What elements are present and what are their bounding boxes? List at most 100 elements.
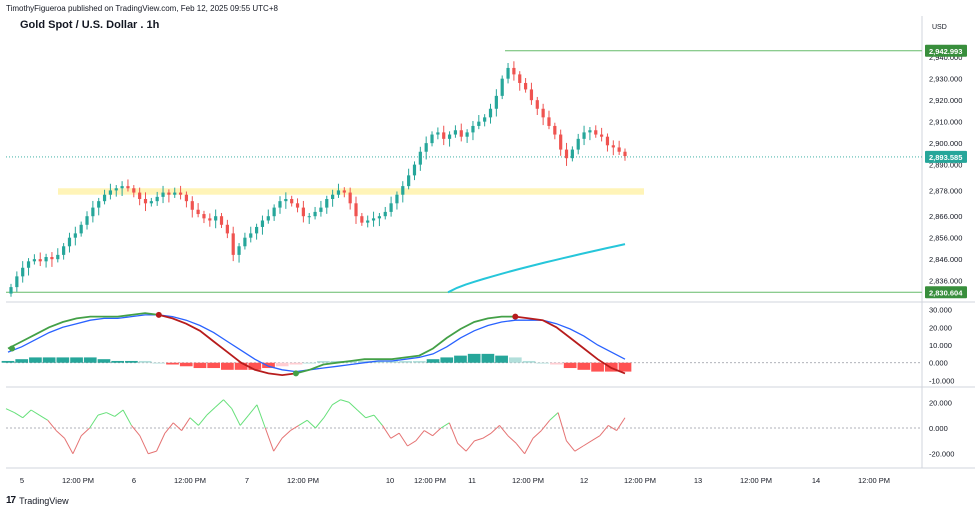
time-tick-label: 12 <box>580 476 588 485</box>
oscillator2-segment <box>72 435 82 454</box>
oscillator2-segment <box>515 443 526 455</box>
time-tick-label: 12:00 PM <box>414 476 446 485</box>
histogram-bar <box>138 360 152 363</box>
support-zone-rect <box>58 188 644 195</box>
candle <box>395 194 399 204</box>
oscillator2-segment <box>206 407 216 416</box>
candle <box>231 233 235 255</box>
candle <box>67 237 72 247</box>
candle <box>582 132 586 139</box>
oscillator2-segment <box>281 430 291 439</box>
candle <box>38 259 42 262</box>
cross-dot <box>9 345 15 352</box>
candle <box>371 218 376 221</box>
oscillator2-segment <box>189 417 199 426</box>
candle <box>126 186 130 189</box>
oscillator2-segment <box>5 408 15 414</box>
time-tick-label: 11 <box>468 476 476 485</box>
candle <box>418 151 422 165</box>
oscillator2-segment <box>97 412 107 416</box>
oscillator2-segment <box>64 438 74 454</box>
oscillator2-segment <box>39 414 49 421</box>
oscillator2-segment <box>616 417 626 431</box>
histogram-bar <box>358 360 371 363</box>
histogram-bar <box>125 360 138 363</box>
candle <box>114 188 118 191</box>
histogram-bar <box>289 362 303 365</box>
time-tick-label: 12:00 PM <box>62 476 94 485</box>
candle <box>471 125 475 133</box>
oscillator2-segment <box>106 412 115 417</box>
candle <box>506 67 510 79</box>
tradingview-brand[interactable]: 17 TradingView <box>6 495 69 506</box>
candle <box>266 216 270 221</box>
candle <box>559 134 563 150</box>
candle <box>500 78 504 96</box>
candle <box>249 233 253 238</box>
candle <box>594 130 598 135</box>
oscillator2-segment <box>574 445 584 452</box>
oscillator2-segment <box>290 425 300 431</box>
candle <box>196 209 200 215</box>
oscillator2-segment <box>114 409 124 417</box>
oscillator2-segment <box>432 427 442 437</box>
price-tick-label: 2,846.000 <box>929 255 962 264</box>
histogram-bar <box>495 355 508 363</box>
time-tick-label: 12:00 PM <box>740 476 772 485</box>
oscillator2-segment <box>540 419 551 431</box>
price-tick-label: 2,866.000 <box>929 212 962 221</box>
candle <box>290 199 294 204</box>
time-tick-label: 5 <box>20 476 24 485</box>
candle <box>529 89 534 101</box>
candle <box>178 192 183 195</box>
oscillator2-segment <box>507 435 517 444</box>
oscillator2-segment <box>582 440 592 447</box>
candle <box>611 145 615 148</box>
second-oscillator-pane <box>5 399 922 455</box>
candle <box>348 192 352 204</box>
candle <box>167 192 171 195</box>
time-tick-label: 10 <box>386 476 394 485</box>
candle <box>85 216 89 225</box>
candle <box>600 134 604 137</box>
candle <box>605 136 610 146</box>
candle <box>138 192 142 200</box>
oscillator2-segment <box>407 440 417 447</box>
histogram-bar <box>42 357 56 363</box>
brand-label: TradingView <box>19 495 69 506</box>
oscillator2-segment <box>356 409 367 419</box>
candle <box>447 134 452 139</box>
candle <box>547 117 551 126</box>
histogram-bar <box>70 357 83 363</box>
histogram-bar <box>221 362 234 370</box>
oscillator2-segment <box>398 432 408 447</box>
candle <box>307 216 311 218</box>
histogram-bar <box>371 360 385 363</box>
histogram-bar <box>577 362 591 370</box>
oscillator2-segment <box>14 412 23 419</box>
histogram-bar <box>412 360 426 363</box>
oscillator2-segment <box>457 443 467 452</box>
oscillator2-segment <box>315 417 325 429</box>
histogram-bar <box>179 362 193 367</box>
histogram-bar <box>152 362 166 364</box>
time-tick-label: 12:00 PM <box>512 476 544 485</box>
histogram-bar <box>618 362 632 372</box>
histogram-bar <box>207 362 221 369</box>
candle <box>15 276 19 288</box>
histogram-bar <box>234 362 248 370</box>
histogram-bar <box>29 357 42 363</box>
oscillator2-segment <box>465 440 475 452</box>
candle <box>237 246 241 255</box>
histogram-bar <box>454 355 467 363</box>
oscillator2-segment <box>256 404 266 429</box>
oscillator2-segment <box>273 438 283 452</box>
oscillator2-segment <box>55 430 65 439</box>
oscillator2-segment <box>214 399 224 408</box>
histogram-bar <box>193 362 207 369</box>
oscillator2-segment <box>390 432 400 439</box>
price-tick-label: 2,940.000 <box>929 53 962 62</box>
oscillator2-segment <box>298 419 308 426</box>
tradingview-logo-icon: 17 <box>6 495 16 506</box>
